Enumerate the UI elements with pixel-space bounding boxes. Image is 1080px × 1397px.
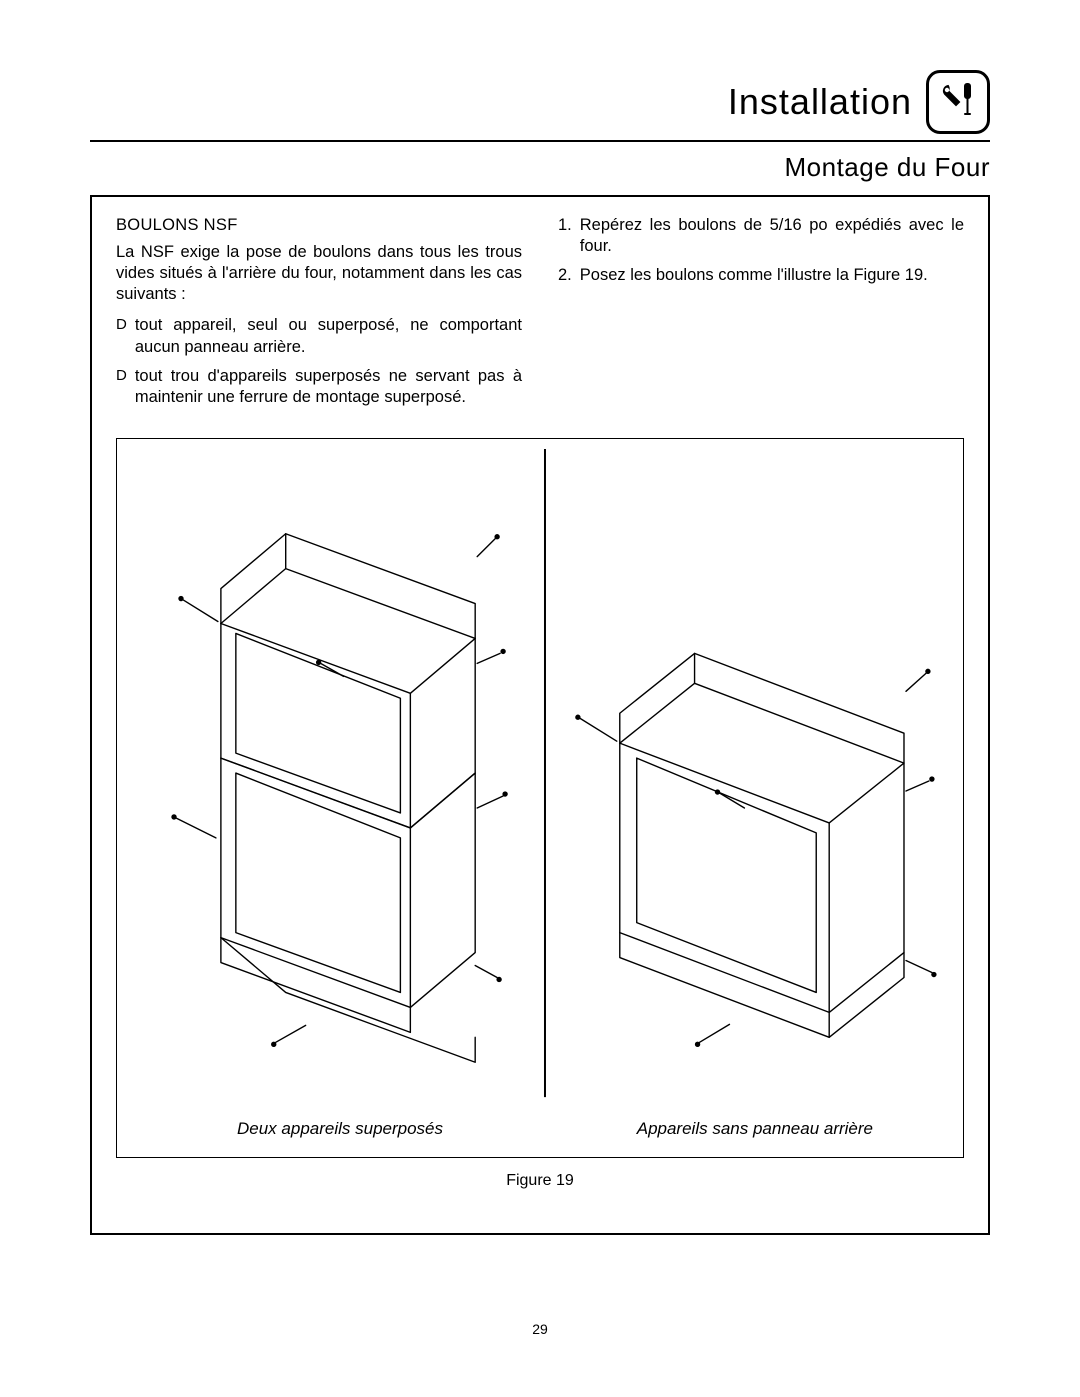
- tools-icon: [926, 70, 990, 134]
- list-item: 1. Repérez les boulons de 5/16 po expédi…: [558, 215, 964, 257]
- left-heading: BOULONS NSF: [116, 215, 522, 236]
- item-number: 2.: [558, 265, 572, 286]
- list-item: D tout appareil, seul ou superposé, ne c…: [116, 315, 522, 357]
- item-text: Repérez les boulons de 5/16 po expédiés …: [580, 215, 964, 257]
- figure-right-label: Appareils sans panneau arrière: [637, 1119, 873, 1139]
- bullet-text: tout appareil, seul ou superposé, ne com…: [135, 315, 522, 357]
- header-divider: [90, 140, 990, 142]
- bullet-marker: D: [116, 315, 127, 357]
- bullet-marker: D: [116, 366, 127, 408]
- figure-left-label: Deux appareils superposés: [237, 1119, 443, 1139]
- left-intro: La NSF exige la pose de boulons dans tou…: [116, 242, 522, 305]
- right-column: 1. Repérez les boulons de 5/16 po expédi…: [558, 215, 964, 418]
- bullet-list: D tout appareil, seul ou superposé, ne c…: [116, 315, 522, 407]
- figure-caption: Figure 19: [116, 1172, 964, 1190]
- page-number: 29: [0, 1321, 1080, 1337]
- list-item: 2. Posez les boulons comme l'illustre la…: [558, 265, 964, 286]
- assembly-diagram: [117, 439, 963, 1157]
- bullet-text: tout trou d'appareils superposés ne serv…: [135, 366, 522, 408]
- section-subtitle: Montage du Four: [90, 152, 990, 183]
- list-item: D tout trou d'appareils superposés ne se…: [116, 366, 522, 408]
- numbered-list: 1. Repérez les boulons de 5/16 po expédi…: [558, 215, 964, 286]
- page-title: Installation: [728, 81, 912, 123]
- content-frame: BOULONS NSF La NSF exige la pose de boul…: [90, 195, 990, 1235]
- figure-box: Deux appareils superposés Appareils sans…: [116, 438, 964, 1158]
- item-number: 1.: [558, 215, 572, 257]
- left-column: BOULONS NSF La NSF exige la pose de boul…: [116, 215, 522, 418]
- item-text: Posez les boulons comme l'illustre la Fi…: [580, 265, 964, 286]
